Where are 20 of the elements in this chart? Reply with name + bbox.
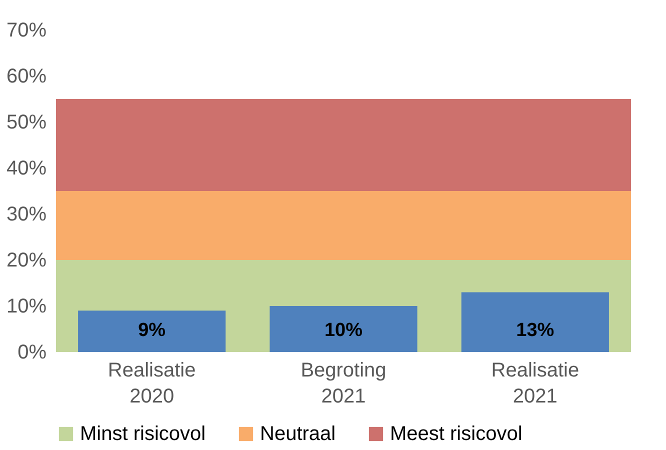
bar xyxy=(78,310,226,352)
data-label: 10% xyxy=(324,320,363,341)
y-tick-label: 0% xyxy=(18,342,47,364)
x-tick-label: Realisatie 2020 xyxy=(108,360,196,408)
bar xyxy=(461,292,609,352)
data-label: 9% xyxy=(138,320,166,341)
legend-label: Minst risicovol xyxy=(80,423,206,445)
y-tick-label: 60% xyxy=(6,66,47,88)
y-tick-label: 40% xyxy=(6,158,47,180)
y-tick-label: 10% xyxy=(6,296,47,318)
y-tick-label: 30% xyxy=(6,204,47,226)
x-tick-label: Realisatie 2021 xyxy=(491,360,580,408)
bar xyxy=(270,306,418,352)
y-tick-label: 50% xyxy=(6,112,47,134)
x-tick-label: Begroting 2021 xyxy=(300,360,386,408)
y-tick-label: 70% xyxy=(6,20,47,42)
y-tick-label: 20% xyxy=(6,250,47,272)
legend-label: Neutraal xyxy=(260,423,336,445)
legend-label: Meest risicovol xyxy=(390,423,522,445)
data-label: 13% xyxy=(516,320,554,341)
